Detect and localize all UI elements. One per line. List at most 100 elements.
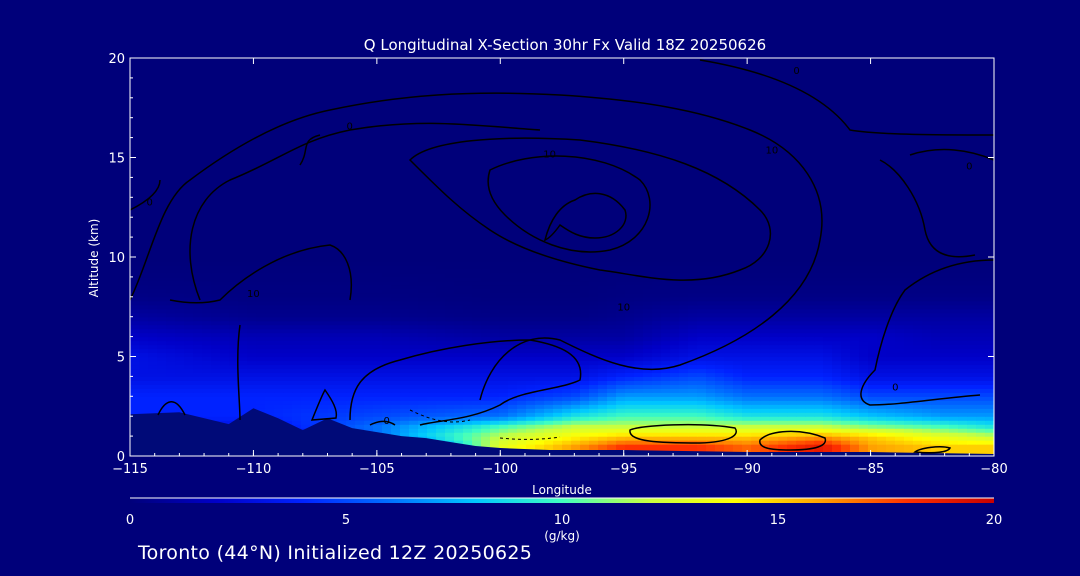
field-cell [211,308,221,314]
field-cell [436,268,446,274]
field-cell [607,428,617,433]
field-cell [652,268,662,274]
field-cell [238,316,248,322]
field-cell [472,257,482,262]
field-cell [760,284,770,290]
field-cell [607,436,617,441]
field-cell [220,280,230,286]
x-tick-label: −110 [236,462,272,477]
field-cell [580,284,590,290]
field-cell [625,416,635,421]
field-cell [328,312,338,318]
field-cell [463,268,473,274]
contour-line [369,420,396,426]
field-cell [535,348,545,354]
field-cell [778,444,788,449]
field-cell [787,348,797,354]
field-cell [409,404,419,409]
field-cell [769,360,779,366]
field-cell [652,404,662,409]
field-cell [895,316,905,322]
field-cell [850,444,860,449]
field-cell [535,324,545,330]
field-cell [625,276,635,282]
field-cell [796,312,806,318]
field-cell [616,308,626,314]
field-cell [814,404,824,409]
field-cell [562,380,572,385]
field-cell [472,268,482,274]
field-cell [886,384,896,389]
field-cell [256,300,266,306]
field-cell [814,312,824,318]
field-cell [769,436,779,441]
field-cell [571,276,581,282]
field-cell [859,396,869,401]
field-cell [319,404,329,409]
field-cell [130,272,140,278]
field-cell [274,280,284,286]
field-cell [490,276,500,282]
field-cell [436,380,446,385]
field-cell [355,264,365,270]
field-cell [535,308,545,314]
field-cell [751,276,761,282]
field-cell [688,288,698,294]
field-cell [760,352,770,358]
field-cell [697,396,707,401]
field-cell [913,348,923,354]
field-cell [391,268,401,274]
field-cell [463,376,473,381]
field-cell [571,332,581,338]
field-cell [454,412,464,417]
field-cell [832,340,842,346]
field-cell [301,276,311,282]
field-cell [715,428,725,433]
field-cell [238,300,248,306]
field-cell [481,360,491,366]
field-cell [715,257,725,262]
field-cell [805,372,815,377]
field-cell [823,436,833,441]
field-cell [499,257,509,262]
field-cell [310,284,320,290]
field-cell [193,348,203,354]
field-cell [256,392,266,397]
field-cell [526,368,536,374]
field-cell [931,432,941,437]
field-cell [238,392,248,397]
field-cell [823,336,833,342]
field-cell [544,332,554,338]
field-cell [382,368,392,374]
field-cell [310,280,320,286]
field-cell [553,420,563,425]
field-cell [382,320,392,326]
field-cell [202,324,212,330]
field-cell [193,400,203,405]
field-cell [868,356,878,362]
field-cell [571,308,581,314]
x-tick-label: −115 [112,462,148,477]
field-cell [139,392,149,397]
field-cell [310,308,320,314]
field-cell [274,408,284,413]
field-cell [499,336,509,342]
field-cell [751,352,761,358]
field-cell [652,420,662,425]
field-cell [787,304,797,310]
field-cell [958,268,968,274]
field-cell [580,388,590,393]
field-cell [796,420,806,425]
field-cell [355,336,365,342]
field-cell [616,404,626,409]
field-cell [724,420,734,425]
field-cell [904,416,914,421]
field-cell [337,257,347,262]
field-cell [886,440,896,445]
field-cell [850,328,860,334]
field-cell [931,292,941,298]
field-cell [256,380,266,385]
field-cell [796,384,806,389]
field-cell [940,324,950,330]
field-cell [724,364,734,370]
